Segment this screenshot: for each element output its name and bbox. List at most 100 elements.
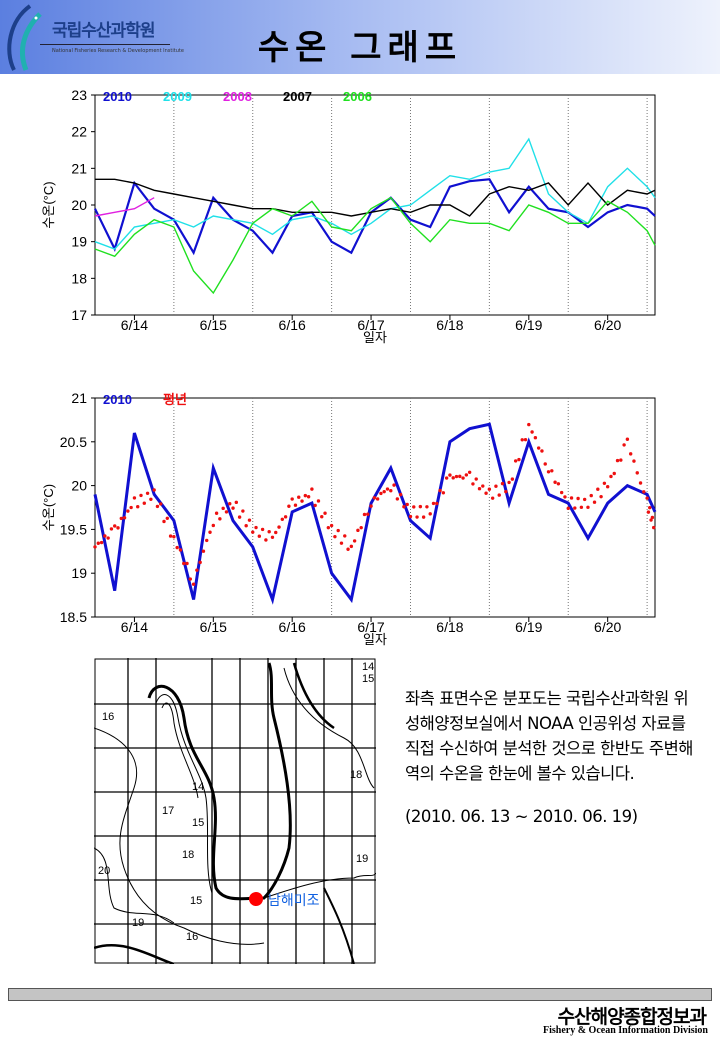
contour-label: 14 (192, 781, 204, 793)
fish-logo-icon (7, 4, 42, 71)
contour-label: 18 (182, 849, 194, 861)
normal-temp-point (405, 502, 409, 507)
normal-temp-point (556, 482, 561, 486)
normal-temp-point (533, 436, 538, 440)
normal-temp-point (356, 528, 360, 533)
y-axis-label: 수온(°C) (41, 181, 56, 228)
legend-entry: 2007 (283, 89, 312, 104)
normal-temp-point (224, 510, 229, 514)
normal-temp-point (191, 582, 196, 586)
normal-temp-point (359, 525, 363, 530)
normal-temp-point (481, 484, 485, 488)
normal-temp-point (175, 545, 179, 550)
header-banner: 국립수산과학원 National Fisheries Research & De… (0, 0, 720, 74)
normal-temp-point (622, 443, 626, 447)
normal-temp-point (270, 535, 275, 539)
normal-temp-point (563, 495, 567, 499)
normal-temp-point (402, 505, 406, 509)
y-tick-label: 19 (71, 565, 87, 581)
normal-temp-point (619, 458, 623, 462)
normal-temp-point (300, 499, 304, 503)
normal-temp-point (490, 496, 495, 500)
logo-divider (40, 44, 170, 45)
normal-temp-point (651, 525, 656, 530)
y-tick-label: 17 (71, 307, 87, 323)
normal-temp-point (497, 493, 501, 497)
normal-temp-point (615, 458, 620, 463)
normal-temp-point (208, 530, 212, 534)
normal-temp-point (599, 494, 603, 499)
normal-temp-point (441, 491, 446, 495)
normal-temp-point (602, 481, 607, 485)
normal-temp-point (297, 495, 301, 499)
normal-temp-point (379, 491, 383, 496)
description-text: 좌측 표면수온 분포도는 국립수산과학원 위성해양정보실에서 NOAA 인공위성… (405, 689, 693, 783)
contour-label: 20 (98, 865, 110, 877)
normal-temp-point (382, 489, 386, 494)
normal-temp-point (421, 515, 426, 519)
normal-temp-point (566, 506, 570, 511)
normal-temp-point (126, 509, 130, 513)
normal-temp-point (589, 493, 593, 498)
normal-temp-point (99, 540, 104, 545)
normal-temp-point (277, 525, 281, 529)
normal-temp-point (211, 523, 216, 528)
normal-temp-point (464, 473, 469, 477)
normal-temp-point (649, 518, 653, 522)
normal-temp-point (550, 469, 554, 473)
logo-name: 국립수산과학원 (52, 21, 155, 41)
normal-temp-point (415, 515, 419, 519)
normal-temp-point (287, 504, 291, 508)
normal-temp-point (635, 471, 639, 475)
station-label: 남해미조 (268, 892, 320, 908)
normal-temp-point (234, 500, 239, 505)
contour-label: 15 (190, 895, 202, 907)
normal-temp-point (165, 516, 170, 521)
normal-temp-point (438, 488, 442, 493)
y-tick-label: 21 (71, 390, 87, 406)
normal-temp-point (142, 501, 146, 505)
normal-temp-point (451, 476, 455, 480)
normal-temp-point (369, 504, 373, 508)
normal-temp-point (646, 510, 651, 514)
legend-entry: 2006 (343, 89, 372, 104)
normal-temp-point (513, 459, 518, 463)
x-tick-label: 6/14 (121, 619, 148, 635)
contour-label: 17 (162, 805, 174, 817)
normal-temp-point (366, 512, 370, 516)
y-tick-label: 20 (71, 478, 87, 494)
normal-temp-point (425, 505, 429, 509)
normal-temp-point (251, 530, 255, 534)
normal-temp-point (343, 534, 347, 538)
institute-logo: 국립수산과학원 National Fisheries Research & De… (0, 0, 184, 74)
normal-temp-point (650, 515, 655, 520)
normal-temp-point (540, 449, 544, 453)
series-line-2006 (94, 196, 656, 295)
normal-temp-point (244, 524, 248, 528)
normal-temp-point (444, 476, 449, 480)
normal-temp-point (648, 505, 652, 510)
normal-temp-point (172, 535, 176, 539)
normal-temp-point (448, 473, 452, 477)
normal-temp-point (559, 490, 564, 495)
normal-temp-point (395, 497, 400, 501)
normal-temp-point (326, 525, 331, 530)
normal-temp-point (116, 526, 120, 530)
normal-temp-point (145, 491, 150, 495)
normal-temp-point (632, 459, 636, 463)
x-tick-label: 6/20 (594, 317, 621, 333)
x-tick-label: 6/16 (279, 317, 306, 333)
normal-temp-point (609, 474, 613, 479)
x-axis-label: 일자 (363, 330, 387, 345)
normal-temp-point (336, 528, 340, 533)
x-tick-label: 6/14 (121, 317, 148, 333)
normal-temp-point (122, 516, 127, 520)
normal-temp-point (293, 503, 298, 507)
normal-temp-point (103, 534, 107, 538)
normal-temp-point (260, 527, 265, 532)
series-line-2007 (95, 178, 656, 217)
normal-temp-point (362, 512, 367, 517)
normal-temp-point (139, 493, 143, 498)
x-tick-label: 6/18 (436, 619, 463, 635)
x-tick-label: 6/16 (279, 619, 306, 635)
